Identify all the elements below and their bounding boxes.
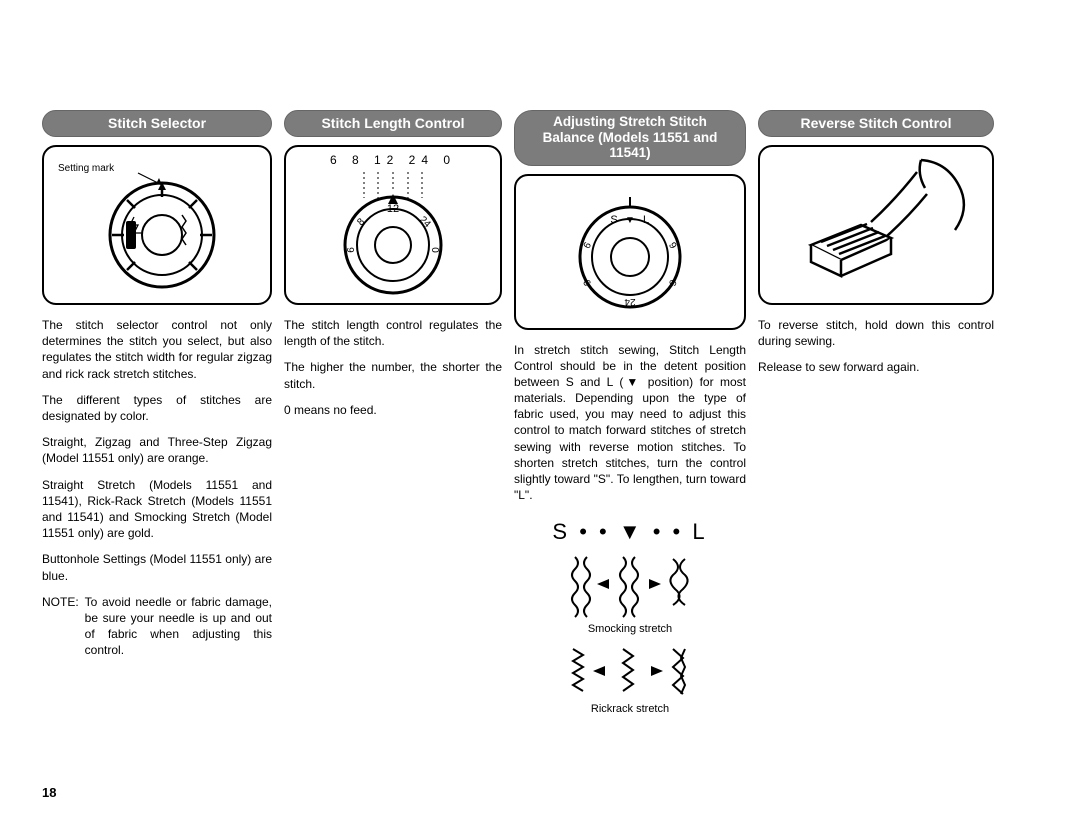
rickrack-caption: Rickrack stretch [591, 703, 669, 715]
col-reverse: Reverse Stitch Control [758, 110, 994, 723]
para: The different types of stitches are desi… [42, 392, 272, 424]
header-stitch-selector: Stitch Selector [42, 110, 272, 137]
smocking-stretch-icon [545, 549, 715, 619]
col-stitch-length: Stitch Length Control 6 8 12 24 0 12 8 2… [284, 110, 502, 723]
svg-text:0: 0 [429, 247, 440, 253]
dial-stitch-length: 6 8 12 24 0 12 8 24 6 0 [284, 145, 502, 305]
dial-stitch-selector: Setting mark [42, 145, 272, 305]
note: NOTE: To avoid needle or fabric damage, … [42, 594, 272, 659]
setting-mark-label: Setting mark [58, 163, 114, 174]
smocking-caption: Smocking stretch [588, 623, 672, 635]
header-stretch-balance: Adjusting Stretch Stitch Balance (Models… [514, 110, 746, 166]
tick-labels: 6 8 12 24 0 [286, 153, 500, 167]
col-stitch-selector: Stitch Selector Setting mark [42, 110, 272, 723]
header-reverse: Reverse Stitch Control [758, 110, 994, 137]
stitch-selector-icon [82, 155, 232, 295]
para: To reverse stitch, hold down this contro… [758, 317, 994, 349]
rickrack-diagram: Rickrack stretch [514, 643, 746, 723]
svg-text:24: 24 [624, 296, 636, 307]
rickrack-stretch-icon [545, 643, 715, 699]
reverse-stitch-icon [771, 150, 981, 300]
para: The stitch selector control not only det… [42, 317, 272, 382]
para: Straight, Zigzag and Three-Step Zigzag (… [42, 434, 272, 466]
svg-text:6: 6 [346, 247, 357, 253]
svg-text:S: S [610, 214, 617, 226]
text-stitch-length: The stitch length control regulates the … [284, 317, 502, 428]
smocking-diagram: Smocking stretch [514, 549, 746, 643]
para: Release to sew forward again. [758, 359, 994, 375]
svg-text:L: L [643, 214, 649, 226]
stretch-balance-icon: S ▼ L 6 9 9 6 24 [545, 177, 715, 327]
page-number: 18 [42, 785, 56, 800]
text-stitch-selector: The stitch selector control not only det… [42, 317, 272, 668]
text-reverse: To reverse stitch, hold down this contro… [758, 317, 994, 386]
para: The stitch length control regulates the … [284, 317, 502, 349]
para: In stretch stitch sewing, Stitch Length … [514, 342, 746, 504]
para: The higher the number, the shorter the s… [284, 359, 502, 391]
reverse-diagram [758, 145, 994, 305]
note-label: NOTE: [42, 594, 79, 659]
para: Straight Stretch (Models 11551 and 11541… [42, 477, 272, 542]
stitch-length-icon: 12 8 24 6 0 [308, 150, 478, 300]
page-columns: Stitch Selector Setting mark [42, 110, 1040, 723]
svl-indicator: S • • ▼ • • L [514, 519, 746, 545]
header-stitch-length: Stitch Length Control [284, 110, 502, 137]
svg-text:▼: ▼ [625, 215, 635, 226]
col-stretch-balance: Adjusting Stretch Stitch Balance (Models… [514, 110, 746, 723]
note-body: To avoid needle or fabric damage, be sur… [85, 594, 272, 659]
text-stretch-balance: In stretch stitch sewing, Stitch Length … [514, 342, 746, 514]
para: 0 means no feed. [284, 402, 502, 418]
svg-text:12: 12 [387, 203, 399, 215]
para: Buttonhole Settings (Model 11551 only) a… [42, 551, 272, 583]
dial-stretch-balance: S ▼ L 6 9 9 6 24 [514, 174, 746, 330]
